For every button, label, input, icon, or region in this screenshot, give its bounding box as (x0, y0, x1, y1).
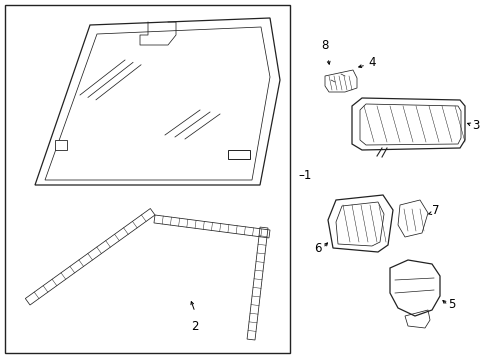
Text: 4: 4 (368, 55, 375, 68)
Text: 6: 6 (315, 242, 322, 255)
Bar (228, 150, 250, 159)
Text: 2: 2 (191, 320, 199, 333)
Text: 3: 3 (472, 118, 479, 131)
Text: 8: 8 (321, 39, 329, 52)
Bar (55, 140, 67, 150)
Text: 5: 5 (448, 298, 455, 311)
Text: –1: –1 (298, 168, 311, 181)
Text: 7: 7 (432, 203, 440, 216)
Bar (5, 5, 290, 353)
